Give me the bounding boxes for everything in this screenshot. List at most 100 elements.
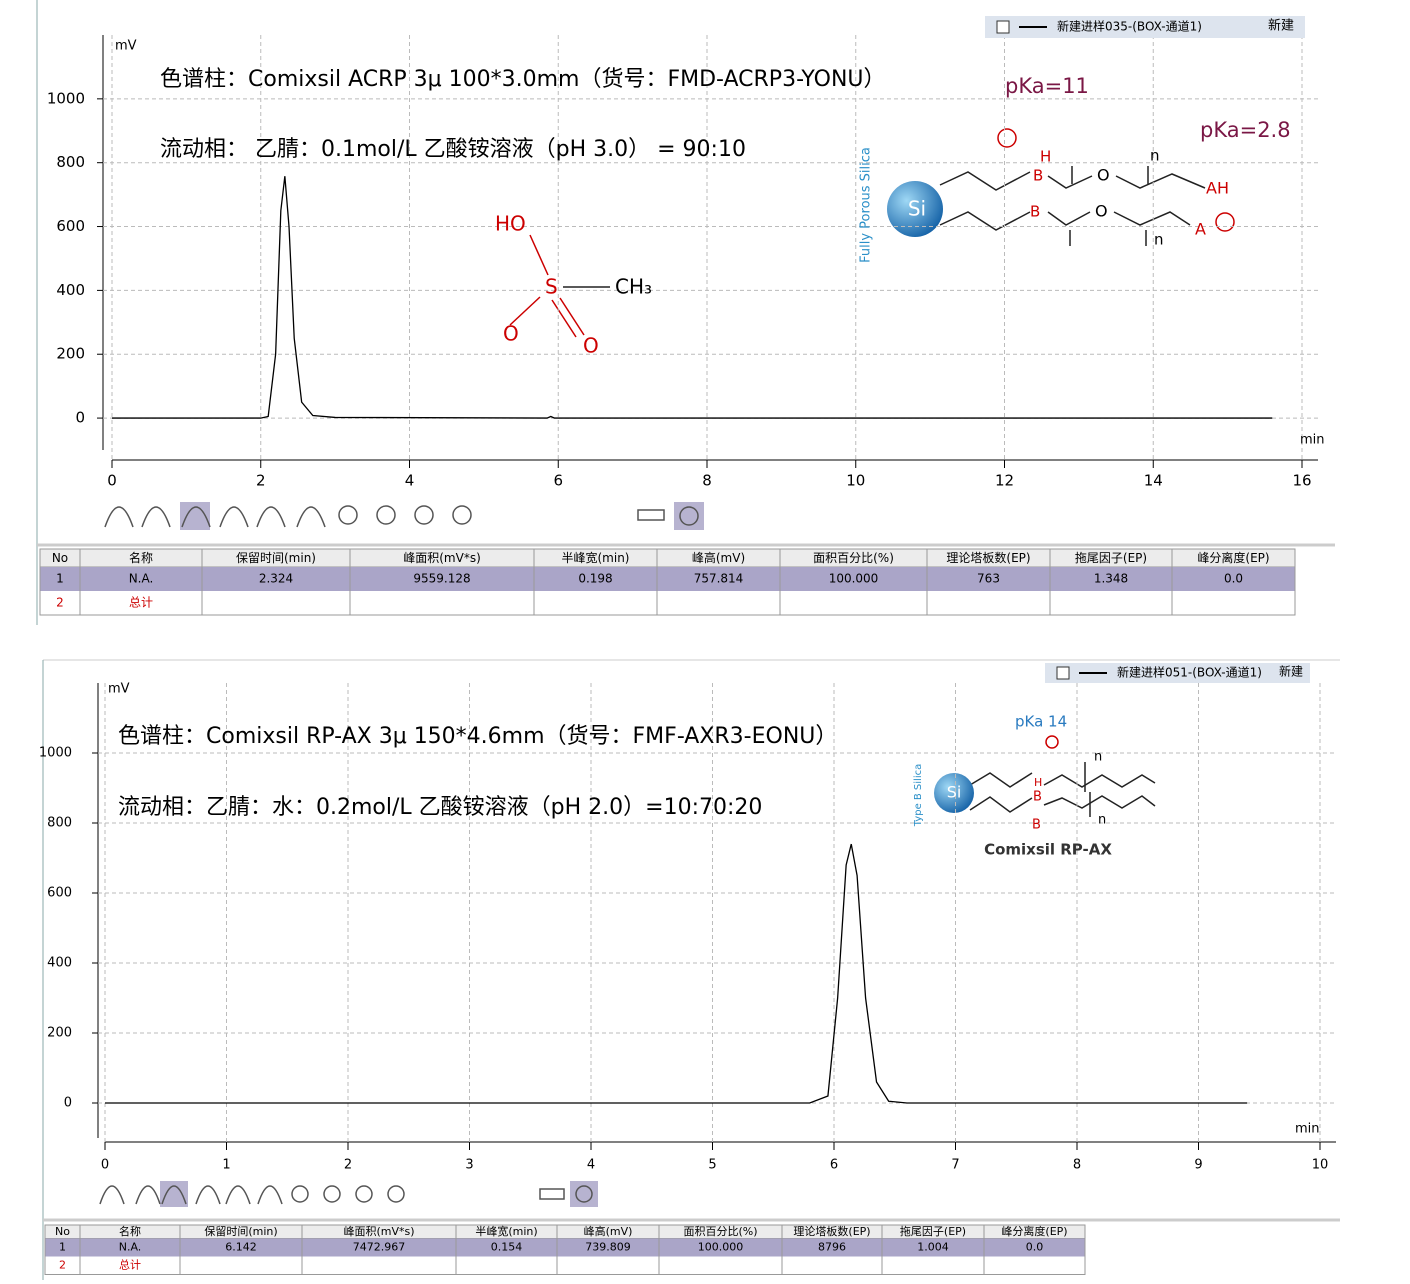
table-header: 保留时间(min) [236, 551, 316, 565]
y-tick-label: 200 [56, 345, 85, 363]
annotation: 流动相：乙腈：水：0.2mol/L 乙酸铵溶液（pH 2.0）=10:70:20 [118, 795, 762, 820]
annotation: A [1195, 220, 1206, 239]
annotation: 新建 [1268, 18, 1294, 34]
annotation: n [1154, 231, 1164, 249]
annotation: 色谱柱：Comixsil ACRP 3μ 100*3.0mm（货号：FMD-AC… [160, 67, 886, 92]
annotation: AH [1206, 179, 1229, 198]
table-header: No [52, 551, 68, 565]
table-header: 半峰宽(min) [562, 550, 630, 565]
table-header: 峰高(mV) [584, 1224, 633, 1238]
table-cell: N.A. [129, 572, 154, 586]
legend-label: 新建进样051-(BOX-通道1) [1117, 665, 1262, 680]
legend-checkbox [1056, 666, 1070, 680]
annotation: pKa 14 [1015, 713, 1067, 731]
annotation: HO [495, 212, 526, 236]
table-cell: 757.814 [694, 572, 744, 586]
annotation: 色谱柱：Comixsil RP-AX 3μ 150*4.6mm（货号：FMF-A… [118, 724, 837, 749]
legend-box [985, 16, 1305, 38]
silica-bead [934, 773, 974, 813]
annotation: O [1097, 166, 1110, 185]
x-tick-label: 0 [101, 1158, 109, 1173]
annotation: n [1150, 147, 1160, 165]
table-cell: 2 [56, 596, 64, 610]
table-cell: 1.004 [917, 1241, 949, 1254]
table-cell: 总计 [119, 1258, 141, 1272]
y-axis-label: mV [115, 39, 137, 54]
table-cell: 8796 [818, 1241, 846, 1254]
y-tick-label: 600 [47, 886, 72, 901]
annotation: Fully Porous Silica [859, 147, 874, 263]
annotation: 新建 [1279, 664, 1303, 679]
silica-bead [887, 181, 943, 237]
annotation: B [1032, 818, 1041, 833]
x-tick-label: 8 [1073, 1158, 1081, 1173]
legend-box [1045, 663, 1310, 683]
annotation: H [1034, 776, 1042, 789]
x-tick-label: 3 [465, 1158, 473, 1173]
table-border [44, 1224, 1086, 1275]
table-header: 峰面积(mV*s) [403, 551, 481, 565]
x-tick-label: 2 [256, 472, 266, 490]
table-row-highlight [40, 567, 1295, 591]
x-tick-label: 5 [708, 1158, 716, 1173]
x-tick-label: 16 [1292, 472, 1311, 490]
annotation: B [1033, 167, 1043, 185]
y-tick-label: 800 [47, 816, 72, 831]
x-tick-label: 4 [587, 1158, 595, 1173]
table-header: 峰分离度(EP) [1001, 1224, 1067, 1238]
annotation: H [1040, 148, 1051, 166]
x-axis-label: min [1300, 433, 1325, 448]
annotation: S [545, 275, 558, 299]
table-cell: 0.0 [1026, 1241, 1044, 1254]
y-tick-label: 200 [47, 1026, 72, 1041]
table-header: 理论塔板数(EP) [793, 1224, 870, 1238]
table-cell: 0.198 [578, 572, 612, 586]
annotation: Comixsil RP-AX [984, 841, 1112, 859]
y-tick-label: 0 [75, 409, 85, 427]
annotation: O [1095, 202, 1108, 221]
table-cell: 100.000 [698, 1241, 744, 1254]
annotation: CH₃ [615, 275, 652, 299]
table-cell: N.A. [119, 1241, 142, 1254]
y-tick-label: 1000 [39, 746, 72, 761]
annotation: 流动相： 乙腈：0.1mol/L 乙酸铵溶液（pH 3.0） = 90:10 [160, 137, 746, 162]
x-tick-label: 0 [107, 472, 117, 490]
table-header: 峰分离度(EP) [1197, 550, 1269, 565]
table-cell: 0.154 [491, 1241, 523, 1254]
table-cell: 2.324 [259, 572, 293, 586]
table-header: 峰高(mV) [692, 550, 745, 565]
annotation: n [1094, 750, 1102, 765]
x-tick-label: 6 [830, 1158, 838, 1173]
annotation: Type B Silica [913, 764, 924, 828]
y-tick-label: 400 [47, 956, 72, 971]
annotation: Si [947, 783, 962, 802]
y-tick-label: 600 [56, 217, 85, 235]
x-tick-label: 7 [951, 1158, 959, 1173]
legend-label: 新建进样035-(BOX-通道1) [1057, 19, 1202, 34]
annotation: pKa=2.8 [1200, 118, 1291, 142]
structure [509, 128, 1235, 817]
table-header: No [55, 1225, 70, 1238]
legend-checkbox [996, 20, 1010, 34]
table-cell: 1.348 [1094, 572, 1128, 586]
annotation: n [1098, 813, 1106, 828]
table-border [39, 548, 1296, 616]
table-header: 保留时间(min) [204, 1224, 277, 1238]
y-tick-label: 400 [56, 281, 85, 299]
x-tick-label: 6 [553, 472, 563, 490]
table-cell: 9559.128 [413, 572, 470, 586]
table-cell: 1 [56, 572, 64, 586]
table-header: 名称 [119, 1224, 141, 1238]
table-cell: 763 [977, 572, 1000, 586]
table-header: 理论塔板数(EP) [946, 550, 1030, 565]
table-header: 面积百分比(%) [683, 1225, 757, 1238]
table-header: 面积百分比(%) [813, 551, 894, 565]
x-tick-label: 10 [1312, 1158, 1329, 1173]
table-cell: 2 [59, 1259, 66, 1272]
chromatogram-line [105, 843, 1248, 1104]
y-tick-label: 800 [56, 153, 85, 171]
x-tick-label: 12 [995, 472, 1014, 490]
x-axis-label: min [1295, 1122, 1320, 1137]
